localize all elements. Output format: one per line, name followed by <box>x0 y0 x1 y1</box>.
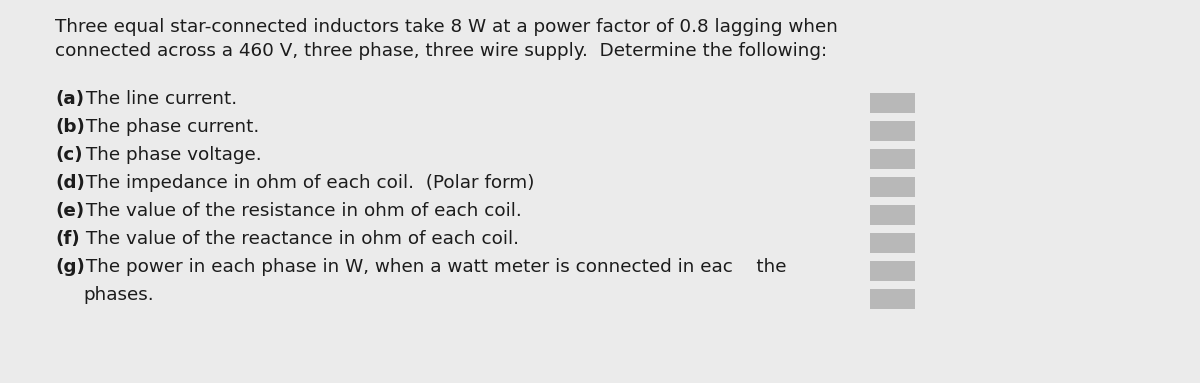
Text: (a): (a) <box>55 90 84 108</box>
Text: Three equal star-connected inductors take 8 W at a power factor of 0.8 lagging w: Three equal star-connected inductors tak… <box>55 18 838 36</box>
Text: (f): (f) <box>55 230 79 248</box>
Bar <box>870 261 916 281</box>
Bar <box>870 177 916 197</box>
Text: The line current.: The line current. <box>79 90 236 108</box>
Text: (e): (e) <box>55 202 84 220</box>
Bar <box>870 233 916 253</box>
Text: phases.: phases. <box>83 286 154 304</box>
Text: The value of the resistance in ohm of each coil.: The value of the resistance in ohm of ea… <box>79 202 521 220</box>
Bar <box>870 149 916 169</box>
Bar <box>870 289 916 309</box>
Text: connected across a 460 V, three phase, three wire supply.  Determine the followi: connected across a 460 V, three phase, t… <box>55 42 827 60</box>
Text: (b): (b) <box>55 118 85 136</box>
Bar <box>870 93 916 113</box>
Text: The value of the reactance in ohm of each coil.: The value of the reactance in ohm of eac… <box>79 230 518 248</box>
Text: The phase current.: The phase current. <box>79 118 259 136</box>
Text: The impedance in ohm of each coil.  (Polar form): The impedance in ohm of each coil. (Pola… <box>79 174 534 192</box>
Text: The phase voltage.: The phase voltage. <box>79 146 262 164</box>
Bar <box>870 205 916 225</box>
Text: (d): (d) <box>55 174 85 192</box>
Text: The power in each phase in W, when a watt meter is connected in eac    the: The power in each phase in W, when a wat… <box>79 258 786 276</box>
Text: (g): (g) <box>55 258 85 276</box>
Bar <box>870 121 916 141</box>
Text: (c): (c) <box>55 146 83 164</box>
